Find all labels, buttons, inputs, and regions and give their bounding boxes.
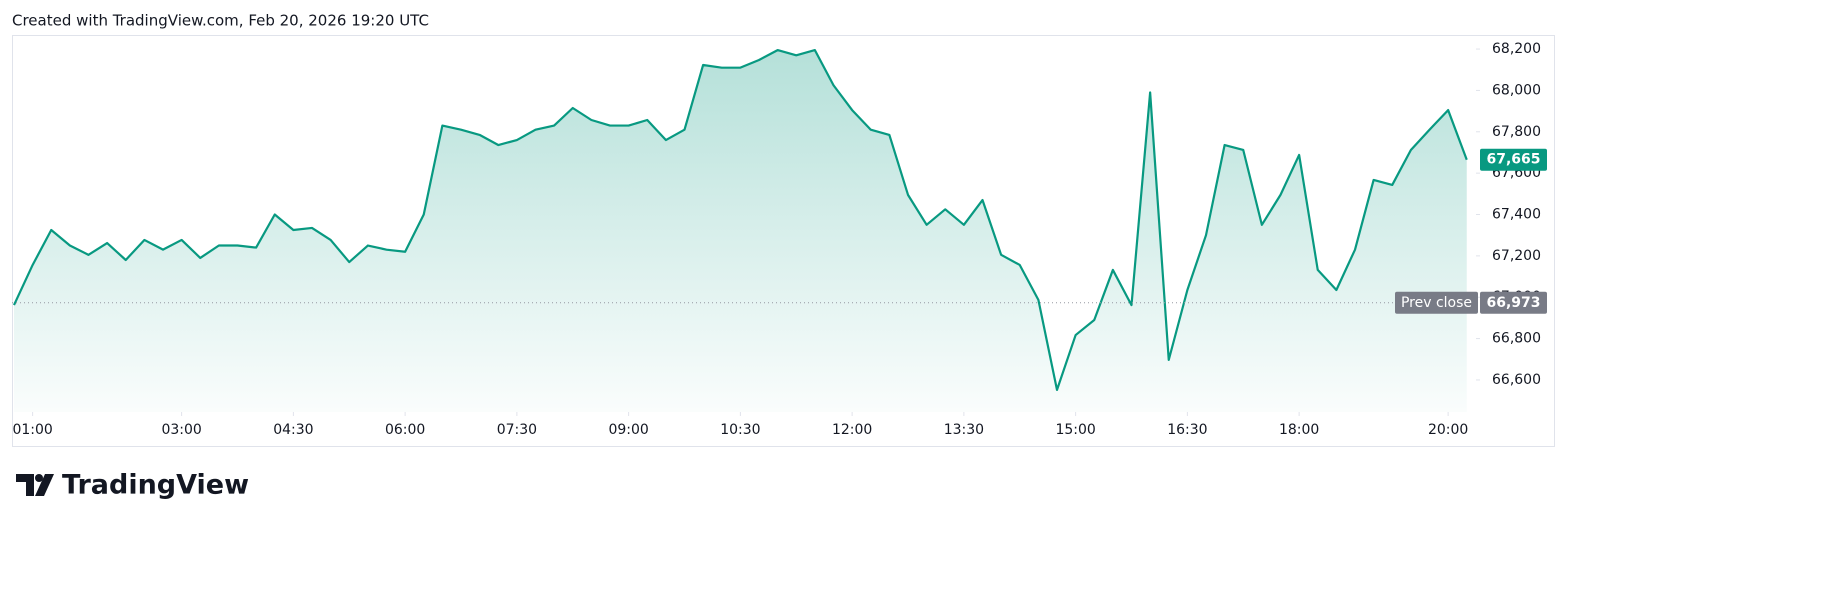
- x-tick-label: 01:00: [12, 422, 52, 438]
- x-tick-label: 13:30: [944, 422, 984, 438]
- prev-close-label: Prev close: [1401, 295, 1472, 311]
- x-tick-label: 10:30: [720, 422, 760, 438]
- x-tick-label: 03:00: [161, 422, 201, 438]
- y-tick-label: 67,200: [1492, 248, 1541, 264]
- logo-text: TradingView: [62, 470, 249, 501]
- header: Created with TradingView.com, Feb 20, 20…: [12, 12, 429, 30]
- last-price-label: 67,665: [1486, 152, 1540, 168]
- chart-frame: [12, 35, 1555, 447]
- y-tick-label: 67,400: [1492, 207, 1541, 223]
- y-tick-label: 68,200: [1492, 41, 1541, 57]
- x-tick-label: 07:30: [497, 422, 537, 438]
- x-tick-label: 16:30: [1167, 422, 1207, 438]
- prev-close-value: 66,973: [1486, 295, 1540, 311]
- x-tick-label: 09:00: [608, 422, 648, 438]
- x-tick-label: 18:00: [1279, 422, 1319, 438]
- prev-close-tag: [1395, 291, 1478, 314]
- y-tick-label: 66,800: [1492, 331, 1541, 347]
- last-price-tag: [1480, 148, 1547, 171]
- x-tick-label: 20:00: [1428, 422, 1468, 438]
- y-tick-label: 68,000: [1492, 82, 1541, 98]
- y-tick-label: 66,600: [1492, 372, 1541, 388]
- prev-close-value-tag: [1480, 291, 1547, 314]
- x-tick-label: 06:00: [385, 422, 425, 438]
- y-tick-label: 67,800: [1492, 124, 1541, 140]
- x-tick-label: 15:00: [1055, 422, 1095, 438]
- x-tick-label: 04:30: [273, 422, 313, 438]
- price-line: [13, 49, 1468, 391]
- x-tick-label: 12:00: [832, 422, 872, 438]
- logo-icon: [16, 474, 54, 496]
- area-fill: [14, 50, 1467, 412]
